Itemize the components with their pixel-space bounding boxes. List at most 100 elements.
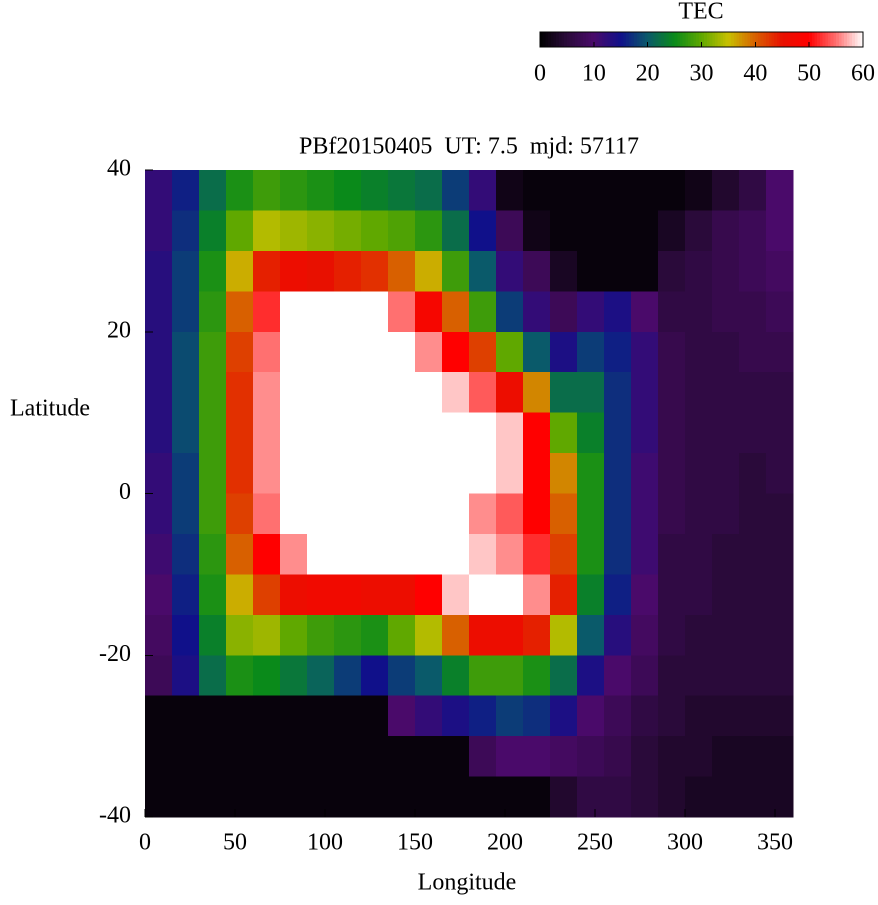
heat-cell (739, 655, 767, 697)
colorbar-swatch (836, 32, 840, 47)
heat-cell (253, 291, 281, 333)
heat-cell (685, 170, 713, 211)
heat-cell (658, 412, 686, 454)
heat-cell (415, 655, 443, 697)
colorbar-swatch (558, 32, 563, 47)
colorbar-swatch (704, 32, 708, 47)
colorbar-swatch (655, 32, 660, 47)
heat-cell (307, 736, 335, 778)
heat-cell (577, 776, 605, 818)
heat-cell (523, 250, 551, 292)
heat-cell (550, 655, 578, 697)
colorbar-tick-label: 20 (636, 61, 660, 87)
heat-cell (361, 372, 389, 414)
heat-cell (172, 453, 200, 494)
colorbar-swatch (569, 32, 573, 47)
colorbar-swatch (636, 32, 641, 47)
colorbar-swatch (572, 32, 576, 47)
colorbar-swatch (650, 32, 654, 47)
colorbar-swatch (749, 32, 754, 47)
heat-cell (388, 170, 416, 211)
heat-cell (631, 655, 659, 697)
heat-cell (199, 372, 227, 414)
heat-cell (712, 614, 740, 656)
heat-cell (766, 736, 794, 778)
heat-cell (604, 695, 632, 737)
colorbar-swatch (774, 32, 778, 47)
heat-cell (172, 695, 200, 737)
heat-cell (550, 250, 578, 292)
heat-cell (226, 736, 254, 778)
heat-cell (442, 695, 470, 737)
heat-cell (550, 776, 578, 818)
heat-cell (604, 291, 632, 333)
heat-cell (253, 574, 281, 616)
heat-cell (469, 453, 497, 494)
heat-cell (415, 533, 443, 575)
heat-cell (280, 655, 308, 697)
colorbar-swatch (825, 32, 829, 47)
heat-cell (550, 574, 578, 616)
heat-cell (577, 170, 605, 211)
heat-cell (226, 776, 254, 818)
heat-cell (226, 372, 254, 414)
colorbar-swatch (628, 32, 633, 47)
heat-cell (280, 372, 308, 414)
heat-cell (631, 493, 659, 535)
heat-cell (307, 372, 335, 414)
heat-cell (442, 574, 470, 616)
colorbar-swatch (615, 32, 619, 47)
heat-cell (658, 291, 686, 333)
heat-cell (550, 210, 578, 252)
heat-cell (604, 412, 632, 454)
colorbar-swatch (803, 32, 808, 47)
heat-cell (550, 614, 578, 656)
colorbar-swatch (776, 32, 781, 47)
heat-cell (226, 533, 254, 575)
heat-cell (361, 331, 389, 373)
heat-cell (739, 210, 767, 252)
colorbar-swatch (693, 32, 697, 47)
heat-cell (334, 493, 362, 535)
heat-cell (415, 250, 443, 292)
colorbar-swatch (612, 32, 616, 47)
heat-cell (550, 453, 578, 494)
colorbar-swatch (741, 32, 746, 47)
colorbar-swatch (846, 32, 851, 47)
heat-cell (415, 170, 443, 211)
heat-cell (658, 736, 686, 778)
heat-cell (442, 493, 470, 535)
heat-cell (604, 533, 632, 575)
heat-cell (496, 736, 524, 778)
heat-cell (658, 250, 686, 292)
colorbar-swatch (828, 32, 832, 47)
colorbar-swatch (819, 32, 824, 47)
heat-cell (685, 533, 713, 575)
heat-cell (523, 170, 551, 211)
heat-cell (712, 291, 740, 333)
heat-cell (631, 291, 659, 333)
colorbar-swatch (857, 32, 861, 47)
x-tick-label: 50 (223, 830, 247, 856)
x-tick-label: 300 (667, 830, 703, 856)
heat-cell (469, 574, 497, 616)
colorbar-swatch (733, 32, 738, 47)
heat-cell (199, 574, 227, 616)
heat-cell (199, 291, 227, 333)
colorbar-swatch (755, 32, 759, 47)
heat-cell (604, 250, 632, 292)
heat-cell (523, 736, 551, 778)
heat-cell (739, 170, 767, 211)
heat-cell (766, 493, 794, 535)
heat-cell (145, 412, 173, 454)
colorbar-swatch (550, 32, 555, 47)
heat-cell (739, 331, 767, 373)
heat-cell (415, 210, 443, 252)
y-tick-label: -20 (99, 641, 131, 667)
heat-cell (550, 331, 578, 373)
heat-cell (577, 574, 605, 616)
heat-cell (280, 736, 308, 778)
colorbar-swatch (577, 32, 581, 47)
heat-cell (145, 493, 173, 535)
heat-cell (172, 776, 200, 818)
